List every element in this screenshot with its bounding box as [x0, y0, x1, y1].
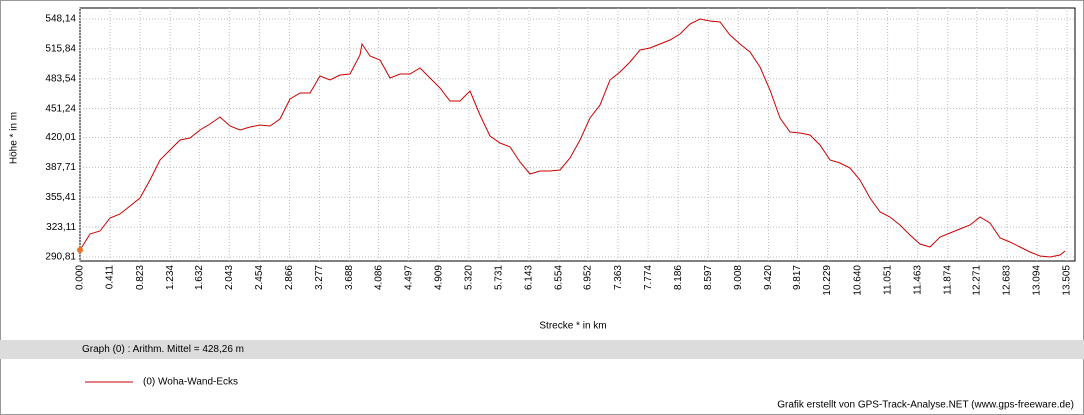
x-tick-label: 13.094 — [1032, 265, 1043, 296]
y-tick-label: 515,84 — [45, 44, 76, 55]
y-tick-label: 548,14 — [45, 14, 76, 25]
x-tick-label: 9.420 — [763, 265, 774, 290]
x-tick-label: 4.086 — [373, 265, 384, 290]
x-tick-label: 9.817 — [792, 265, 803, 290]
x-tick-label: 10.229 — [822, 265, 833, 296]
x-tick-label: 2.454 — [254, 265, 265, 290]
x-tick-label: 11.051 — [882, 265, 893, 295]
x-tick-label: 8.597 — [703, 265, 714, 290]
x-tick-label: 1.234 — [165, 265, 176, 290]
x-tick-label: 6.952 — [583, 265, 594, 290]
start-marker — [77, 246, 83, 253]
x-tick-label: 2.866 — [284, 265, 295, 290]
stats-text: Graph (0) : Arithm. Mittel = 428,26 m — [82, 344, 244, 355]
legend-label: (0) Woha-Wand-Ecks — [143, 377, 238, 388]
x-tick-label: 12.271 — [971, 265, 982, 296]
x-tick-label: 13.505 — [1062, 265, 1073, 296]
x-tick-label: 7.363 — [613, 265, 624, 290]
y-tick-label: 323,11 — [46, 222, 76, 233]
y-tick-label: 290,81 — [45, 252, 76, 263]
y-tick-label: 355,41 — [45, 192, 76, 203]
y-tick-label: 420,01 — [45, 132, 76, 143]
y-axis-label: Höhe * in m — [9, 112, 20, 164]
x-tick-label: 1.632 — [194, 265, 205, 290]
x-tick-label: 5.731 — [493, 265, 504, 290]
x-tick-label: 10.640 — [852, 265, 863, 296]
x-tick-label: 5.320 — [463, 265, 474, 290]
x-tick-label: 0.411 — [105, 265, 116, 290]
x-tick-label: 2.043 — [224, 265, 235, 290]
x-tick-label: 6.554 — [554, 265, 565, 290]
x-tick-label: 3.277 — [314, 265, 325, 290]
stats-band — [0, 340, 1084, 359]
x-tick-label: 4.909 — [433, 265, 444, 290]
credit: Grafik erstellt von GPS-Track-Analyse.NE… — [777, 400, 1074, 411]
x-tick-label: 0.000 — [75, 265, 86, 290]
x-tick-label: 8.186 — [673, 265, 684, 290]
x-tick-label: 11.874 — [942, 265, 953, 295]
y-tick-label: 451,24 — [45, 103, 76, 114]
x-tick-label: 6.143 — [524, 265, 535, 290]
y-tick-label: 387,71 — [45, 162, 76, 173]
x-tick-label: 7.774 — [643, 265, 654, 290]
x-tick-label: 12.683 — [1002, 265, 1013, 296]
data-line — [79, 18, 1066, 258]
x-tick-label: 11.463 — [912, 265, 923, 295]
x-tick-label: 4.497 — [403, 265, 414, 290]
y-tick-label: 483,54 — [45, 73, 76, 84]
x-tick-label: 0.823 — [135, 265, 146, 290]
x-tick-label: 3.688 — [344, 265, 355, 290]
x-tick-label: 9.008 — [733, 265, 744, 290]
x-axis-label: Strecke * in km — [539, 321, 606, 332]
